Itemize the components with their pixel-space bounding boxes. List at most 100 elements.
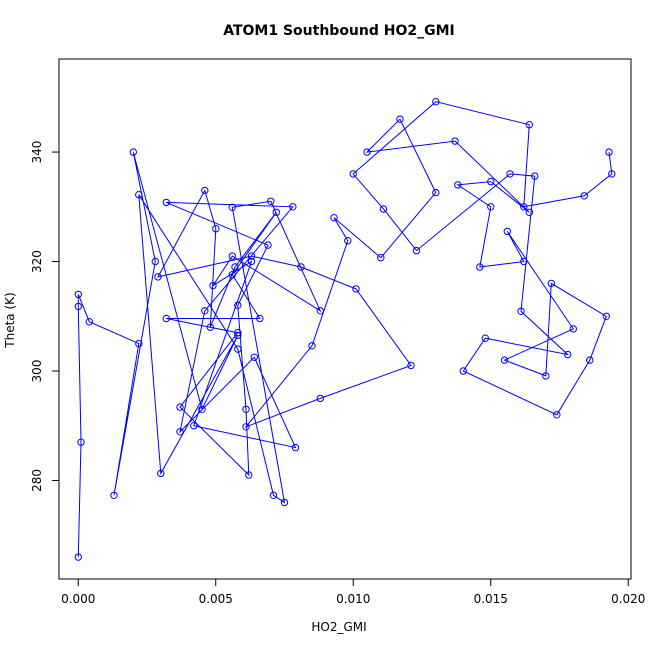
x-tick-label: 0.010 <box>336 592 370 606</box>
data-point <box>110 491 118 499</box>
data-point <box>250 353 259 361</box>
data-point <box>525 208 533 217</box>
data-point <box>308 342 316 350</box>
data-point <box>267 197 275 206</box>
data-point <box>316 394 324 403</box>
data-point <box>396 115 404 123</box>
data-point <box>542 372 550 380</box>
data-point <box>245 471 253 479</box>
data-point <box>525 121 533 129</box>
data-point <box>135 191 143 199</box>
data-point <box>580 192 588 200</box>
data-point <box>74 553 83 561</box>
chart-title: ATOM1 Southbound HO2_GMI <box>223 23 455 39</box>
data-point <box>151 257 160 266</box>
data-point <box>256 314 264 323</box>
data-point <box>289 203 297 211</box>
data-point <box>190 422 198 430</box>
data-point <box>432 98 440 106</box>
data-point <box>520 257 528 266</box>
data-point <box>352 285 360 293</box>
data-point <box>454 181 462 189</box>
data-point <box>500 356 509 364</box>
data-point <box>162 314 171 323</box>
data-point <box>231 263 239 271</box>
data-point <box>272 208 280 217</box>
x-axis: 0.000 0.005 0.010 0.015 0.020 <box>61 578 645 606</box>
data-point <box>247 252 256 260</box>
x-tick-label: 0.000 <box>61 592 95 606</box>
y-axis-label: Theta (K) <box>3 292 17 348</box>
y-tick-label: 340 <box>30 141 44 164</box>
series-layer <box>74 98 616 561</box>
data-point <box>228 271 237 279</box>
data-point <box>608 170 616 178</box>
data-point <box>212 225 220 233</box>
data-point <box>135 339 143 348</box>
y-axis: 280 300 320 340 <box>30 141 60 492</box>
x-tick-label: 0.015 <box>474 592 508 606</box>
data-point <box>247 257 256 266</box>
data-point <box>481 334 489 342</box>
data-point <box>201 307 209 315</box>
data-point <box>234 331 242 340</box>
y-tick-label: 280 <box>30 469 44 492</box>
data-point <box>451 137 459 145</box>
data-point <box>206 323 215 331</box>
data-point <box>412 246 421 255</box>
data-point <box>201 186 209 195</box>
data-point <box>297 263 305 271</box>
data-point <box>487 203 495 211</box>
data-point <box>432 188 440 197</box>
data-point <box>209 281 217 290</box>
data-point <box>407 361 415 370</box>
data-point <box>506 170 514 178</box>
data-point <box>316 307 324 315</box>
data-point <box>234 301 242 309</box>
data-point <box>553 411 561 419</box>
data-point <box>476 263 484 271</box>
data-point <box>176 428 184 436</box>
data-point <box>264 241 272 249</box>
data-point <box>291 443 300 452</box>
data-point <box>74 290 83 299</box>
data-point <box>602 312 610 320</box>
data-point <box>520 203 528 211</box>
data-point <box>564 350 572 359</box>
data-point <box>234 345 242 353</box>
data-point <box>503 227 511 236</box>
data-point <box>605 148 613 156</box>
data-point <box>487 177 495 186</box>
data-point <box>269 491 278 499</box>
data-point <box>586 356 594 364</box>
data-point <box>176 403 184 411</box>
data-point <box>74 302 83 311</box>
y-tick-label: 300 <box>30 360 44 383</box>
data-point <box>242 423 250 431</box>
data-point <box>377 254 385 262</box>
data-point <box>77 438 85 446</box>
data-point <box>157 469 165 478</box>
data-point <box>330 214 338 222</box>
x-tick-label: 0.020 <box>611 592 645 606</box>
data-point <box>569 325 577 333</box>
data-point <box>344 237 352 245</box>
data-point <box>379 205 388 213</box>
data-point <box>228 203 237 212</box>
data-point <box>349 170 357 178</box>
x-tick-label: 0.005 <box>199 592 233 606</box>
data-point <box>85 318 94 326</box>
data-point <box>517 307 525 315</box>
data-point <box>459 367 467 375</box>
data-point <box>234 329 242 337</box>
x-axis-label: HO2_GMI <box>311 620 366 634</box>
data-point <box>280 498 289 507</box>
data-point <box>242 405 250 413</box>
data-point <box>228 252 237 260</box>
data-point <box>363 148 371 156</box>
data-point <box>198 405 206 413</box>
data-point <box>162 198 171 207</box>
data-point <box>531 172 539 180</box>
y-tick-label: 320 <box>30 250 44 273</box>
